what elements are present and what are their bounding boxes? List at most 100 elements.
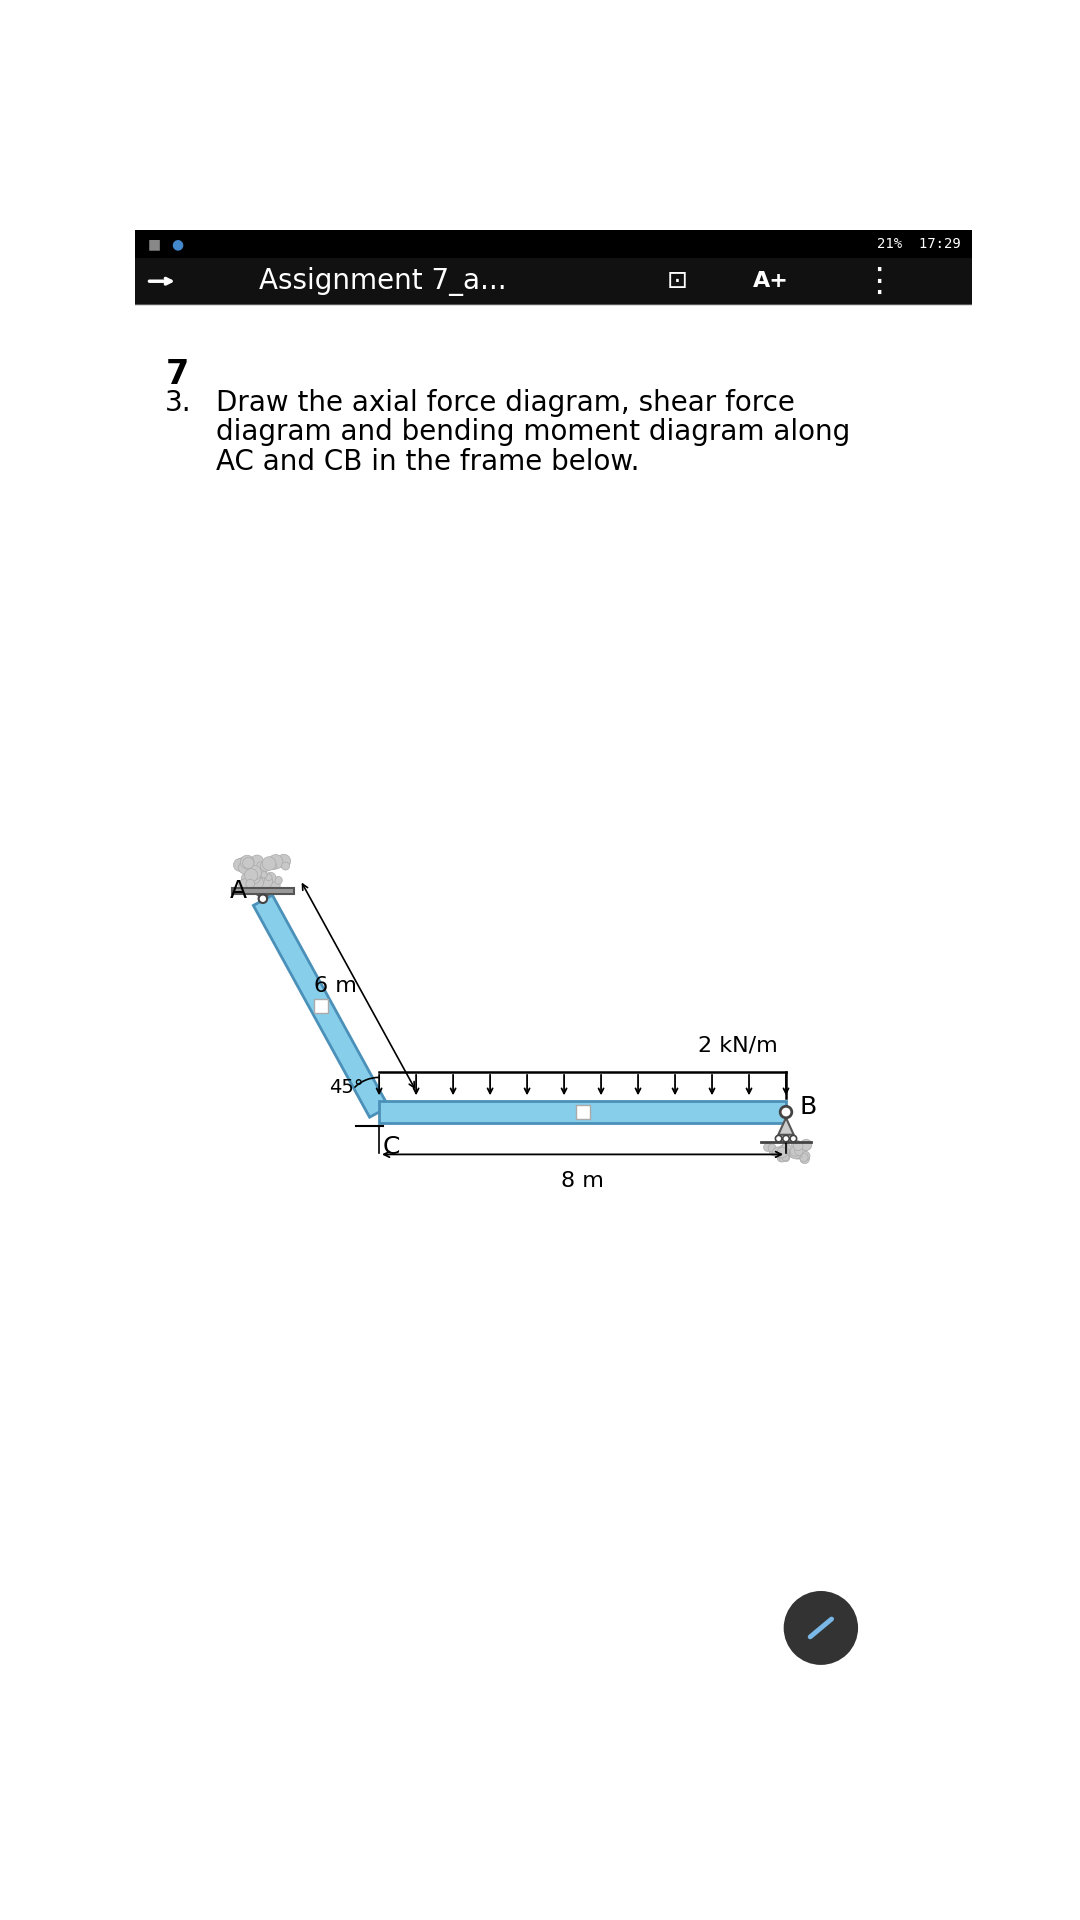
Polygon shape — [379, 1102, 786, 1123]
Circle shape — [769, 1148, 777, 1156]
Circle shape — [801, 1152, 810, 1160]
Circle shape — [237, 858, 248, 870]
Circle shape — [789, 1148, 801, 1160]
Circle shape — [782, 1154, 789, 1162]
Circle shape — [260, 868, 267, 874]
Circle shape — [791, 1135, 797, 1142]
Circle shape — [778, 1156, 784, 1162]
Text: ⋮: ⋮ — [862, 265, 895, 298]
Circle shape — [768, 1144, 777, 1152]
Circle shape — [247, 877, 260, 889]
Circle shape — [282, 862, 289, 870]
Text: 45°: 45° — [329, 1077, 364, 1096]
Circle shape — [257, 874, 272, 889]
Text: Assignment 7_a...: Assignment 7_a... — [259, 267, 507, 296]
Circle shape — [788, 1150, 797, 1158]
FancyBboxPatch shape — [232, 887, 294, 895]
Circle shape — [239, 879, 251, 891]
Circle shape — [793, 1144, 801, 1154]
Circle shape — [792, 1140, 800, 1148]
Circle shape — [775, 1135, 782, 1142]
Circle shape — [254, 872, 266, 885]
Circle shape — [780, 1106, 792, 1117]
Text: 3.: 3. — [164, 390, 191, 417]
Circle shape — [784, 1592, 859, 1665]
FancyBboxPatch shape — [135, 257, 972, 305]
Circle shape — [237, 858, 245, 866]
Circle shape — [800, 1139, 812, 1150]
Circle shape — [795, 1148, 802, 1156]
Text: 7: 7 — [166, 359, 189, 392]
Text: diagram and bending moment diagram along: diagram and bending moment diagram along — [216, 419, 851, 445]
Circle shape — [260, 872, 267, 877]
Polygon shape — [779, 1117, 794, 1135]
Text: ●: ● — [172, 238, 184, 252]
Text: C: C — [383, 1135, 401, 1160]
Circle shape — [239, 860, 252, 874]
Circle shape — [269, 854, 283, 870]
FancyBboxPatch shape — [314, 998, 328, 1014]
Circle shape — [247, 866, 261, 879]
Circle shape — [249, 876, 264, 889]
Circle shape — [264, 858, 274, 868]
Circle shape — [799, 1154, 808, 1162]
Circle shape — [240, 854, 254, 870]
Circle shape — [800, 1154, 809, 1164]
Circle shape — [274, 876, 282, 885]
Circle shape — [266, 874, 272, 881]
Text: 6 m: 6 m — [313, 975, 356, 996]
Circle shape — [247, 872, 260, 883]
Circle shape — [233, 858, 246, 872]
Circle shape — [772, 1146, 783, 1158]
Circle shape — [779, 1146, 787, 1154]
Circle shape — [243, 872, 254, 883]
Circle shape — [804, 1146, 808, 1152]
Text: 8 m: 8 m — [562, 1171, 604, 1190]
Text: Draw the axial force diagram, shear force: Draw the axial force diagram, shear forc… — [216, 390, 795, 417]
Circle shape — [793, 1140, 804, 1150]
Circle shape — [241, 874, 251, 883]
Circle shape — [244, 879, 254, 889]
Circle shape — [775, 1152, 781, 1158]
Circle shape — [782, 1144, 787, 1150]
Circle shape — [781, 1144, 792, 1154]
Circle shape — [264, 877, 271, 885]
Circle shape — [260, 860, 271, 872]
Circle shape — [265, 877, 280, 893]
Text: 2 kN/m: 2 kN/m — [699, 1035, 779, 1056]
Text: AC and CB in the frame below.: AC and CB in the frame below. — [216, 447, 639, 476]
Circle shape — [264, 858, 271, 866]
Circle shape — [265, 872, 276, 883]
FancyBboxPatch shape — [576, 1106, 590, 1119]
Circle shape — [244, 868, 258, 881]
Circle shape — [799, 1152, 808, 1160]
Circle shape — [793, 1150, 802, 1160]
Text: ⊡: ⊡ — [667, 269, 688, 294]
Circle shape — [780, 1148, 791, 1160]
Circle shape — [258, 895, 267, 902]
Circle shape — [251, 872, 265, 885]
Text: ■: ■ — [148, 238, 161, 252]
Circle shape — [243, 858, 254, 868]
Text: 21%  17:29: 21% 17:29 — [877, 238, 960, 252]
Circle shape — [780, 1156, 785, 1162]
Circle shape — [265, 877, 271, 885]
Circle shape — [774, 1146, 781, 1154]
Circle shape — [270, 862, 276, 870]
Polygon shape — [257, 895, 269, 899]
Circle shape — [783, 1156, 789, 1162]
Circle shape — [783, 1135, 789, 1142]
Circle shape — [764, 1144, 771, 1152]
Text: A+: A+ — [753, 271, 788, 292]
Circle shape — [246, 879, 255, 889]
Circle shape — [251, 874, 261, 883]
Circle shape — [772, 1148, 780, 1156]
Circle shape — [791, 1146, 800, 1156]
Polygon shape — [254, 895, 389, 1117]
Circle shape — [257, 862, 265, 870]
Circle shape — [251, 854, 264, 868]
Circle shape — [243, 862, 249, 868]
Circle shape — [255, 877, 266, 887]
Circle shape — [262, 856, 275, 870]
Text: A: A — [230, 879, 247, 902]
